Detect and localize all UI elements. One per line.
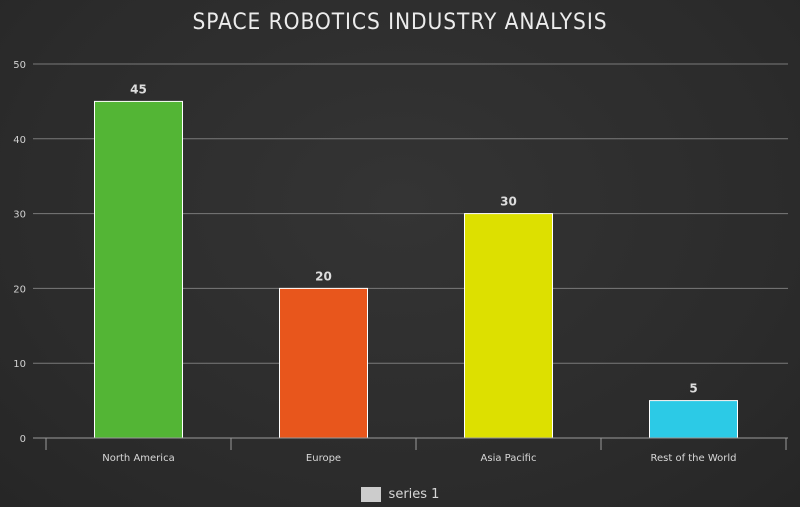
data-label: 30 <box>500 195 517 209</box>
x-axis <box>33 437 788 450</box>
y-tick-label: 10 <box>13 359 26 370</box>
x-tick-label: Europe <box>306 453 341 464</box>
data-label: 45 <box>130 82 147 96</box>
legend: series 1 <box>0 487 800 502</box>
legend-swatch[interactable] <box>360 487 381 502</box>
y-tick-label: 0 <box>20 434 26 445</box>
data-label: 20 <box>315 269 332 283</box>
bar <box>464 213 553 439</box>
y-tick-label: 40 <box>13 135 26 146</box>
x-axis-ticks: North America Europe Asia Pacific Rest of t… <box>102 453 736 464</box>
bar <box>94 100 183 439</box>
y-tick-label: 20 <box>13 284 26 295</box>
data-label: 5 <box>689 382 697 396</box>
y-tick-label: 50 <box>13 60 26 71</box>
bar <box>649 400 738 439</box>
legend-label[interactable]: series 1 <box>388 487 440 502</box>
y-axis-ticks: 0 10 20 30 40 50 <box>13 60 26 445</box>
bar <box>279 287 368 439</box>
data-labels: 45 20 30 5 <box>130 82 698 395</box>
x-tick-label: Rest of the World <box>650 453 736 464</box>
x-tick-label: North America <box>102 453 174 464</box>
y-tick-label: 30 <box>13 210 26 221</box>
bars <box>94 100 738 439</box>
chart-title: SPACE ROBOTICS INDUSTRY ANALYSIS <box>192 10 608 35</box>
x-tick-label: Asia Pacific <box>481 453 537 464</box>
